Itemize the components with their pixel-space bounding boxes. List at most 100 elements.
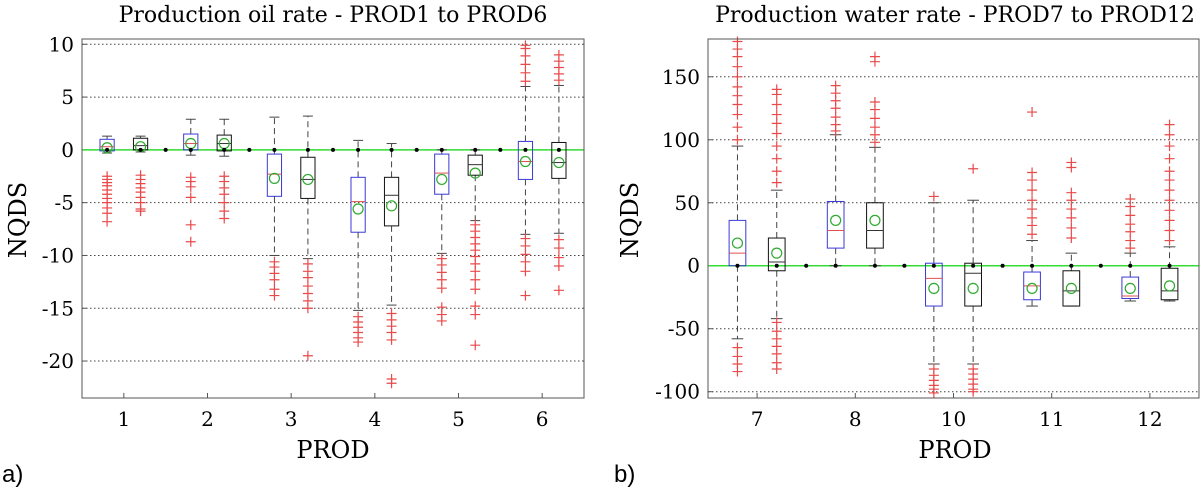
chart-a-xtick-label: 2	[201, 407, 214, 431]
chart-b-box-group	[1160, 119, 1179, 302]
chart-b-outlier-marker	[771, 153, 782, 164]
chart-b-outlier-marker	[1164, 235, 1175, 246]
chart-b-box	[964, 262, 982, 307]
chart-b-outlier-marker	[732, 342, 743, 353]
chart-a-box-group	[434, 149, 450, 326]
chart-a-box-group	[551, 49, 567, 296]
chart-b-outlier-marker	[732, 81, 743, 92]
chart-b-outlier-marker	[1164, 215, 1175, 226]
chart-b-outlier-marker	[1164, 205, 1175, 216]
chart-b-zero-dot	[1167, 263, 1172, 268]
chart-a-box	[517, 140, 534, 180]
chart-b-outlier-marker	[1066, 187, 1077, 198]
chart-b-box	[767, 237, 786, 272]
chart-a-outlier-marker	[302, 350, 313, 361]
chart-b-outlier-marker	[1027, 167, 1038, 178]
chart-a-outlier-marker	[269, 274, 280, 285]
chart-b-outlier-marker	[1066, 157, 1077, 168]
chart-a-box	[551, 141, 567, 179]
chart-a-zero-dot	[247, 147, 252, 152]
chart-a-box-group	[266, 116, 283, 301]
chart-b-ytick-label: -50	[668, 317, 700, 341]
chart-a-outlier-marker	[520, 76, 531, 87]
chart-a-outlier-marker	[553, 252, 564, 263]
chart-b: Production water rate - PROD7 to PROD12 …	[614, 3, 1200, 488]
chart-a-mean-marker	[302, 173, 314, 186]
chart-b-outlier-marker	[732, 109, 743, 120]
chart-b-ylabel: NQDS	[616, 182, 644, 258]
chart-a-ytick-label: -10	[42, 243, 74, 267]
chart-b-outlier-marker	[1027, 185, 1038, 196]
chart-b-xtick-label: 7	[751, 407, 764, 431]
chart-b-outlier-marker	[1164, 119, 1175, 130]
chart-b-xtick-label: 8	[849, 407, 862, 431]
chart-b-mean-marker	[869, 214, 881, 226]
chart-b-outlier-marker	[1066, 204, 1077, 215]
chart-a-outlier-marker	[520, 290, 531, 301]
chart-b-outlier-marker	[928, 387, 939, 398]
chart-b-outlier-marker	[1164, 166, 1175, 177]
chart-b-outlier-marker	[1027, 229, 1038, 240]
chart-b-zero-dot	[872, 263, 877, 268]
chart-b-mean-marker	[731, 237, 744, 249]
chart-a-box-group	[216, 118, 232, 224]
chart-b-outlier-marker	[732, 36, 743, 47]
chart-a-zero-dot	[138, 147, 143, 152]
chart-a-mean-marker	[385, 200, 398, 212]
chart-a-box	[383, 176, 400, 227]
chart-a-zero-dot	[188, 147, 193, 152]
chart-b-outlier-marker	[968, 163, 979, 174]
chart-a-zero-dot	[305, 147, 310, 152]
chart-b-outlier-marker	[732, 90, 743, 101]
chart-b-xtick-label: 12	[1137, 407, 1162, 431]
chart-b-outlier-marker	[830, 112, 841, 123]
chart-a-mean-marker	[352, 203, 364, 215]
chart-a-outlier-marker	[302, 303, 313, 314]
chart-b-outlier-marker	[771, 128, 782, 139]
chart-a-outlier-marker	[353, 337, 364, 348]
chart-b-zero-dot	[804, 263, 809, 268]
chart-a-zero-dot	[272, 147, 277, 152]
chart-b-outlier-marker	[732, 71, 743, 82]
chart-a-outlier-marker	[553, 49, 564, 60]
chart-b-box-group	[728, 36, 747, 377]
chart-a-zero-dot	[414, 147, 419, 152]
chart-a-xtick-label: 6	[536, 407, 549, 431]
chart-a-ylabel: NQDS	[4, 182, 32, 258]
chart-b-zero-dot	[1000, 263, 1005, 268]
chart-a-outlier-marker	[520, 40, 531, 51]
chart-b-zero-dot	[833, 263, 838, 268]
chart-b-ytick-label: 150	[662, 65, 700, 89]
chart-b-ytick-label: 100	[662, 128, 700, 152]
chart-a-ytick-label: -15	[42, 296, 74, 320]
chart-b-outlier-marker	[771, 348, 782, 359]
chart-a-outlier-marker	[470, 274, 481, 285]
chart-b-plot-area: 150 100 50 0 -50 -100 7 8 10 11 12	[655, 36, 1200, 431]
chart-b-outlier-marker	[1027, 195, 1038, 206]
chart-a-outlier-marker	[436, 283, 447, 294]
chart-b-box-group	[925, 191, 943, 398]
chart-b-box-group	[1023, 107, 1041, 307]
chart-b-mean-marker	[967, 282, 979, 295]
chart-a-outlier-marker	[185, 192, 196, 203]
chart-b-zero-dot	[774, 263, 779, 268]
chart-b-frame	[707, 38, 1200, 399]
chart-b-box	[1160, 267, 1179, 301]
chart-a-ytick-label: -5	[55, 191, 74, 215]
chart-b-ytick-label: 0	[687, 254, 700, 278]
chart-a-zero-dot	[356, 147, 361, 152]
chart-a-box	[300, 156, 316, 199]
chart-b-outlier-marker	[1027, 204, 1038, 215]
chart-b-mean-marker	[928, 282, 940, 295]
chart-a-xtick-label: 4	[368, 407, 381, 431]
chart-b-box	[826, 200, 845, 249]
chart-b-zero-dot	[1098, 263, 1103, 268]
chart-b-box-group	[1121, 193, 1140, 302]
chart-b-box-group	[826, 80, 845, 267]
chart-a-ytick-label: 0	[61, 138, 74, 162]
chart-b-outlier-marker	[869, 122, 880, 133]
chart-a-box-group	[383, 143, 400, 389]
chart-b-mean-marker	[1026, 282, 1038, 295]
chart-a-title: Production oil rate - PROD1 to PROD6	[119, 3, 548, 28]
chart-a-box-group	[300, 115, 316, 361]
